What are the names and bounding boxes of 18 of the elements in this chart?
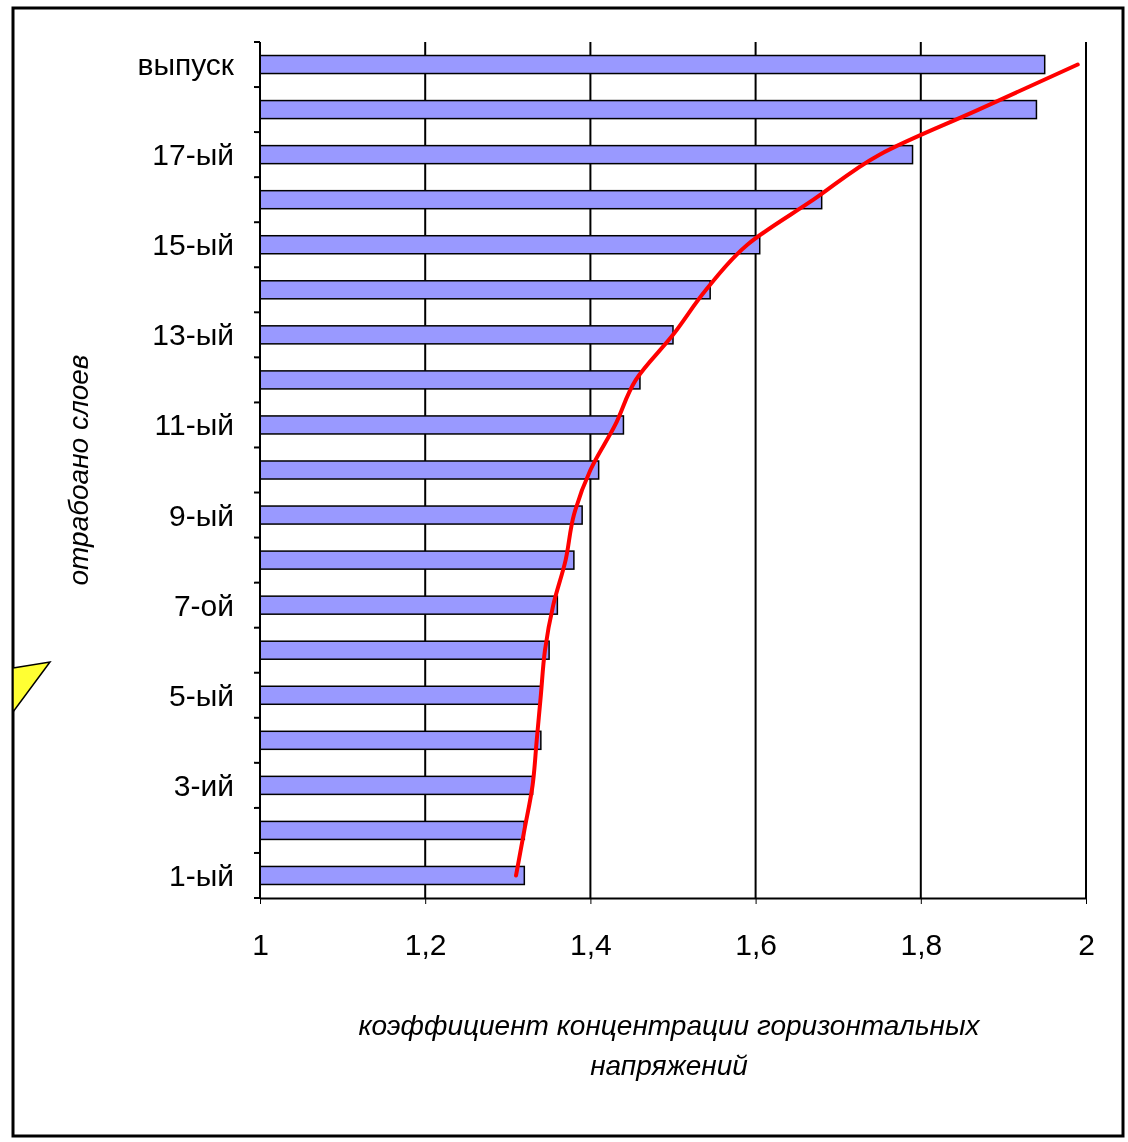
y-tick-label: 17-ый: [152, 138, 234, 172]
x-tick-label: 1,6: [735, 928, 777, 961]
y-tick-label: 1-ый: [169, 858, 234, 892]
y-tick-label: 9-ый: [169, 498, 234, 532]
y-tick-label: 5-ый: [169, 678, 234, 712]
y-tick-label: 7-ой: [173, 588, 234, 622]
x-tick-label: 2: [1078, 928, 1095, 961]
x-tick-label: 1,4: [570, 928, 612, 961]
x-tick-label: 1,2: [404, 928, 447, 961]
y-axis-title: отрабоано слоев: [63, 354, 94, 586]
x-axis-title: коэффициент концентрации горизонтальных напряжений: [358, 1010, 981, 1081]
y-tick-label: 13-ый: [152, 318, 234, 352]
y-tick-label: 11-ый: [154, 408, 234, 442]
y-tick-label: 3-ий: [173, 768, 234, 802]
x-tick-label: 1: [252, 928, 269, 961]
x-tick-label: 1,8: [900, 928, 943, 961]
y-tick-label: 15-ый: [152, 228, 234, 262]
y-tick-label: выпуск: [137, 48, 235, 82]
